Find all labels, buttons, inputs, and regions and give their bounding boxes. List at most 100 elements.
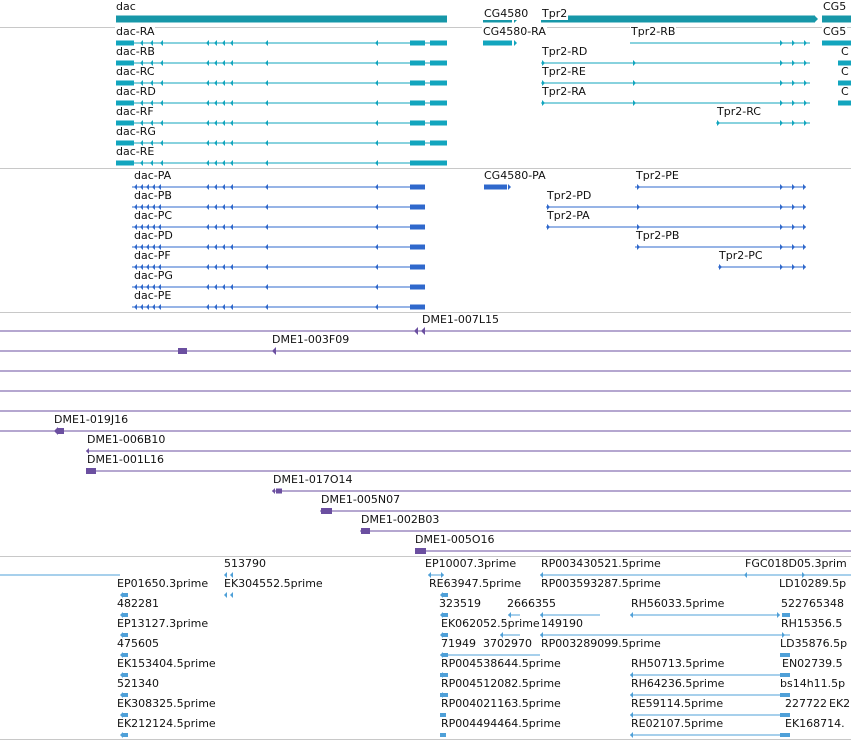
gene-bar-tpr2[interactable] [541, 15, 814, 23]
exon-block[interactable] [410, 184, 425, 190]
exon-block[interactable] [58, 428, 64, 434]
strand-arrow[interactable] [542, 100, 545, 106]
strand-arrow[interactable] [780, 120, 783, 126]
exon-block[interactable] [410, 204, 425, 210]
exon-block[interactable] [440, 733, 446, 737]
transcript-label[interactable]: CG4580-RA [482, 25, 547, 38]
exon-block[interactable] [780, 653, 790, 657]
feature-line[interactable] [440, 654, 540, 656]
transcript-label[interactable]: Tpr2-RE [541, 65, 587, 78]
strand-arrow[interactable] [540, 632, 543, 638]
strand-arrow[interactable] [802, 572, 805, 578]
strand-arrow[interactable] [792, 80, 795, 86]
transcript-label[interactable]: C [840, 85, 850, 98]
strand-arrow[interactable] [222, 184, 225, 190]
feature-line[interactable] [428, 574, 444, 576]
strand-arrow[interactable] [222, 224, 225, 230]
strand-arrow[interactable] [150, 60, 153, 66]
exon-block[interactable] [430, 60, 447, 66]
strand-arrow[interactable] [230, 120, 233, 126]
feature-line[interactable] [541, 82, 810, 84]
strand-arrow[interactable] [214, 80, 217, 86]
strand-arrow[interactable] [160, 160, 163, 166]
strand-arrow[interactable] [804, 40, 807, 46]
est-label[interactable]: RH15356.5 [780, 617, 844, 630]
exon-block[interactable] [410, 120, 425, 126]
strand-arrow[interactable] [792, 60, 795, 66]
strand-arrow[interactable] [152, 304, 155, 310]
strand-arrow[interactable] [206, 40, 209, 46]
exon-block[interactable] [782, 613, 790, 617]
strand-arrow[interactable] [158, 184, 161, 190]
transcript-line[interactable] [116, 122, 447, 124]
strand-arrow[interactable] [375, 160, 378, 166]
protein-label[interactable]: dac-PG [133, 269, 174, 282]
strand-arrow[interactable] [222, 40, 225, 46]
est-label[interactable]: 3702970 [482, 637, 533, 650]
gene-label[interactable]: Tpr2 [541, 7, 569, 20]
strand-arrow[interactable] [780, 224, 783, 230]
transcript-label[interactable]: dac-RG [115, 125, 157, 138]
strand-arrow[interactable] [140, 284, 143, 290]
transcript-label[interactable]: Tpr2-RD [541, 45, 589, 58]
transcript-label[interactable]: dac-RA [115, 25, 156, 38]
strand-arrow[interactable] [140, 264, 143, 270]
exon-block[interactable] [410, 60, 425, 66]
est-label[interactable]: EN02739.5 [781, 657, 844, 670]
strand-arrow[interactable] [140, 40, 143, 46]
protein-label[interactable]: CG4580-PA [483, 169, 547, 182]
strand-arrow[interactable] [146, 284, 149, 290]
est-label[interactable]: 513790 [223, 557, 267, 570]
strand-arrow[interactable] [540, 612, 543, 618]
strand-arrow[interactable] [375, 120, 378, 126]
strand-arrow[interactable] [140, 184, 143, 190]
strand-arrow[interactable] [230, 592, 233, 598]
feature-line[interactable] [540, 634, 790, 636]
exon-block[interactable] [442, 613, 448, 617]
est-label[interactable]: 475605 [116, 637, 160, 650]
strand-arrow[interactable] [158, 284, 161, 290]
exon-block[interactable] [430, 40, 447, 46]
strand-arrow[interactable] [633, 60, 636, 66]
gene-bar-cg5[interactable] [822, 15, 851, 23]
exon-block[interactable] [780, 733, 790, 737]
protein-label[interactable]: dac-PD [133, 229, 174, 242]
strand-arrow[interactable] [230, 80, 233, 86]
strand-arrow[interactable] [804, 120, 807, 126]
est-label[interactable]: 323519 [438, 597, 482, 610]
strand-arrow[interactable] [222, 204, 225, 210]
strand-arrow[interactable] [206, 204, 209, 210]
feature-line[interactable] [546, 226, 806, 228]
strand-arrow[interactable] [160, 80, 163, 86]
strand-arrow[interactable] [140, 100, 143, 106]
strand-arrow[interactable] [514, 40, 517, 46]
transcript-label[interactable]: C [840, 45, 850, 58]
est-label[interactable]: RH56033.5prime [630, 597, 726, 610]
protein-line[interactable] [132, 266, 425, 268]
feature-line[interactable] [630, 734, 790, 736]
strand-arrow[interactable] [158, 224, 161, 230]
transcript-label[interactable]: Tpr2-RC [716, 105, 762, 118]
feature-line[interactable] [86, 450, 851, 452]
exon-block[interactable] [484, 184, 507, 190]
strand-arrow[interactable] [224, 592, 227, 598]
strand-arrow[interactable] [780, 204, 783, 210]
est-label[interactable]: RE59114.5prime [630, 697, 725, 710]
clone-label[interactable]: DME1-005N07 [320, 493, 402, 506]
exon-block[interactable] [410, 264, 425, 270]
strand-arrow[interactable] [792, 224, 795, 230]
strand-arrow[interactable] [140, 244, 143, 250]
strand-arrow[interactable] [375, 80, 378, 86]
strand-arrow[interactable] [637, 184, 640, 190]
strand-arrow[interactable] [265, 224, 268, 230]
strand-arrow[interactable] [414, 327, 418, 335]
strand-arrow[interactable] [158, 204, 161, 210]
protein-label[interactable]: Tpr2-PE [635, 169, 680, 182]
exon-block[interactable] [440, 713, 446, 717]
exon-block[interactable] [838, 100, 851, 106]
clone-label[interactable]: DME1-001L16 [86, 453, 165, 466]
exon-block[interactable] [122, 633, 128, 637]
est-label[interactable]: 482281 [116, 597, 160, 610]
exon-block[interactable] [838, 60, 851, 66]
exon-block[interactable] [415, 548, 426, 554]
